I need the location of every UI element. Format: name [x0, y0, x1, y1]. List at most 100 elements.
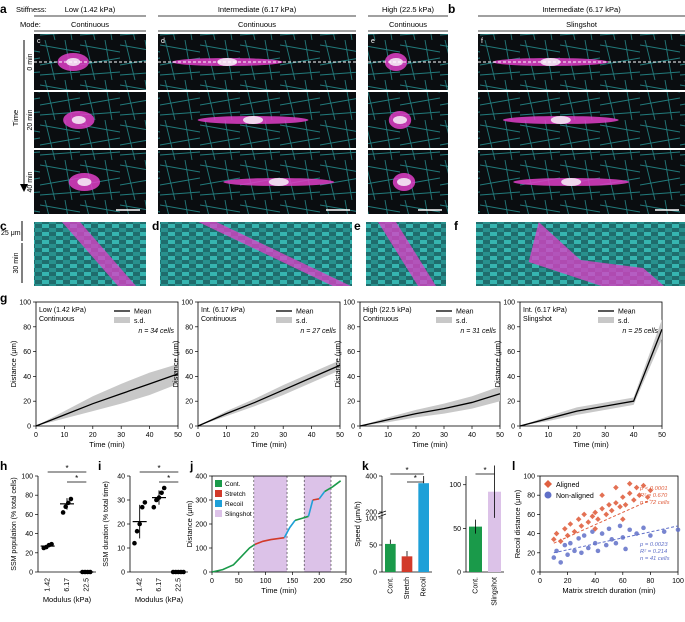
x-tick-label: 250 — [340, 578, 352, 585]
data-point — [159, 490, 164, 496]
trajectory-segment — [324, 480, 342, 493]
nonaligned-fit-line — [553, 525, 679, 554]
sd-band — [198, 360, 340, 426]
panel-letter-f: f — [454, 219, 459, 233]
x-tick-label: 6.17 — [64, 578, 71, 592]
y-tick-label: 80 — [25, 493, 33, 500]
panel-letter-j: j — [189, 459, 193, 473]
y-tick-label: 40 — [507, 374, 515, 381]
plot-frame — [519, 301, 663, 427]
chart-subtitle: Continuous — [201, 316, 237, 323]
chart-subtitle: Continuous — [363, 316, 399, 323]
cell-nucleus — [217, 58, 238, 66]
significance-star: * — [414, 474, 417, 483]
y-axis-label: Distance (μm) — [171, 340, 180, 387]
x-tick-label: 10 — [61, 432, 69, 439]
legend-aligned-icon — [544, 480, 552, 488]
y-tick-label: 40 — [185, 374, 193, 381]
x-tick-label: 100 — [260, 578, 272, 585]
legend-sd-label: s.d. — [456, 318, 467, 325]
cell-nucleus — [561, 178, 582, 186]
aligned-point — [647, 487, 654, 494]
y-tick-label: 0 — [457, 570, 461, 577]
aligned-stat: n = 72 cells — [640, 500, 670, 506]
sd-band — [520, 319, 662, 426]
y-axis-label: Distance (μm) — [9, 340, 18, 387]
cell-nucleus — [393, 116, 407, 124]
y-tick-label: 20 — [23, 399, 31, 406]
column-stiffness-label: Intermediate (6.17 kPa) — [542, 5, 621, 14]
kymo-scale-y-label: 25 μm — [1, 230, 21, 237]
nonaligned-point — [551, 555, 557, 560]
nonaligned-point — [627, 527, 632, 533]
y-tick-label: 0 — [29, 570, 33, 577]
data-point — [66, 500, 71, 506]
line-chart: 0 10 20 30 40 50 0 20 40 60 80 100 Time (min) Distanc… — [333, 300, 504, 450]
legend-sd-swatch — [598, 317, 614, 323]
x-tick-label: 0 — [210, 578, 214, 585]
aligned-point — [592, 526, 598, 532]
legend-sd-label: s.d. — [134, 318, 145, 325]
nonaligned-point — [641, 525, 646, 531]
mean-line — [197, 364, 341, 427]
nonaligned-point — [572, 548, 577, 554]
axis-break-icon — [377, 510, 387, 518]
cell-nucleus — [77, 178, 92, 186]
panel-letter-l: l — [512, 459, 515, 473]
kymograph-cell-trace — [528, 222, 665, 286]
time-arrow-head-icon — [20, 184, 28, 192]
legend-nonaligned-label: Non-aligned — [556, 493, 594, 500]
trajectory-segment — [211, 543, 256, 573]
legend-sd-swatch — [436, 317, 452, 323]
panel-h-chart: 0 20 40 60 80 100 1.42 6.17 22.5 Modulus (kPa) SSM… — [11, 464, 96, 604]
aligned-point — [562, 526, 568, 532]
legend-mean-label: Mean — [618, 309, 636, 316]
data-point — [68, 496, 74, 502]
nonaligned-point — [565, 552, 570, 558]
y-axis-label: SSM population (% total cells) — [11, 477, 18, 570]
y-tick-label: 100 — [365, 516, 377, 523]
column-stiffness-label: Intermediate (6.17 kPa) — [218, 5, 297, 14]
n-label: n = 27 cells — [300, 328, 336, 335]
legend-mean-label: Mean — [296, 309, 314, 316]
y-tick-label: 100 — [523, 474, 535, 481]
legend-swatch — [215, 480, 222, 487]
mean-line — [35, 373, 179, 427]
mean-line — [359, 393, 501, 427]
aligned-point — [620, 516, 626, 522]
y-tick-label: 400 — [365, 474, 377, 481]
y-tick-label: 0 — [27, 424, 31, 431]
chart-title: Int. (6.17 kPa) — [201, 307, 245, 314]
legend-aligned-label: Aligned — [556, 482, 579, 489]
panel-letter-g: g — [0, 291, 7, 305]
n-label: n = 31 cells — [460, 328, 496, 335]
y-tick-label: 20 — [117, 522, 125, 529]
nonaligned-point — [634, 531, 639, 536]
y-tick-label: 40 — [25, 531, 33, 538]
data-point — [181, 569, 186, 575]
aligned-stat: R² = 0.670 — [640, 493, 668, 499]
slingshot-window — [253, 476, 288, 572]
x-tick-label: 0 — [358, 432, 362, 439]
y-tick-label: 50 — [453, 526, 461, 533]
nonaligned-point — [562, 542, 568, 548]
legend-swatch — [215, 490, 222, 497]
y-tick-label: 0 — [373, 570, 377, 577]
column-mode-label: Continuous — [238, 20, 276, 29]
aligned-point — [595, 516, 601, 522]
plot-frame — [359, 301, 501, 427]
aligned-point — [640, 482, 647, 489]
y-tick-label: 60 — [25, 512, 33, 519]
x-tick-label: 0 — [518, 432, 522, 439]
sub-panel-letter: e — [371, 38, 375, 45]
legend-mean-label: Mean — [456, 309, 474, 316]
time-point-label: 0 min — [27, 53, 34, 70]
aligned-point — [581, 511, 587, 518]
x-tick-label: 20 — [89, 432, 97, 439]
trajectory-segment — [294, 515, 309, 522]
trajectory-segment — [318, 491, 326, 500]
x-tick-label: 40 — [308, 432, 316, 439]
aligned-point — [633, 484, 640, 491]
